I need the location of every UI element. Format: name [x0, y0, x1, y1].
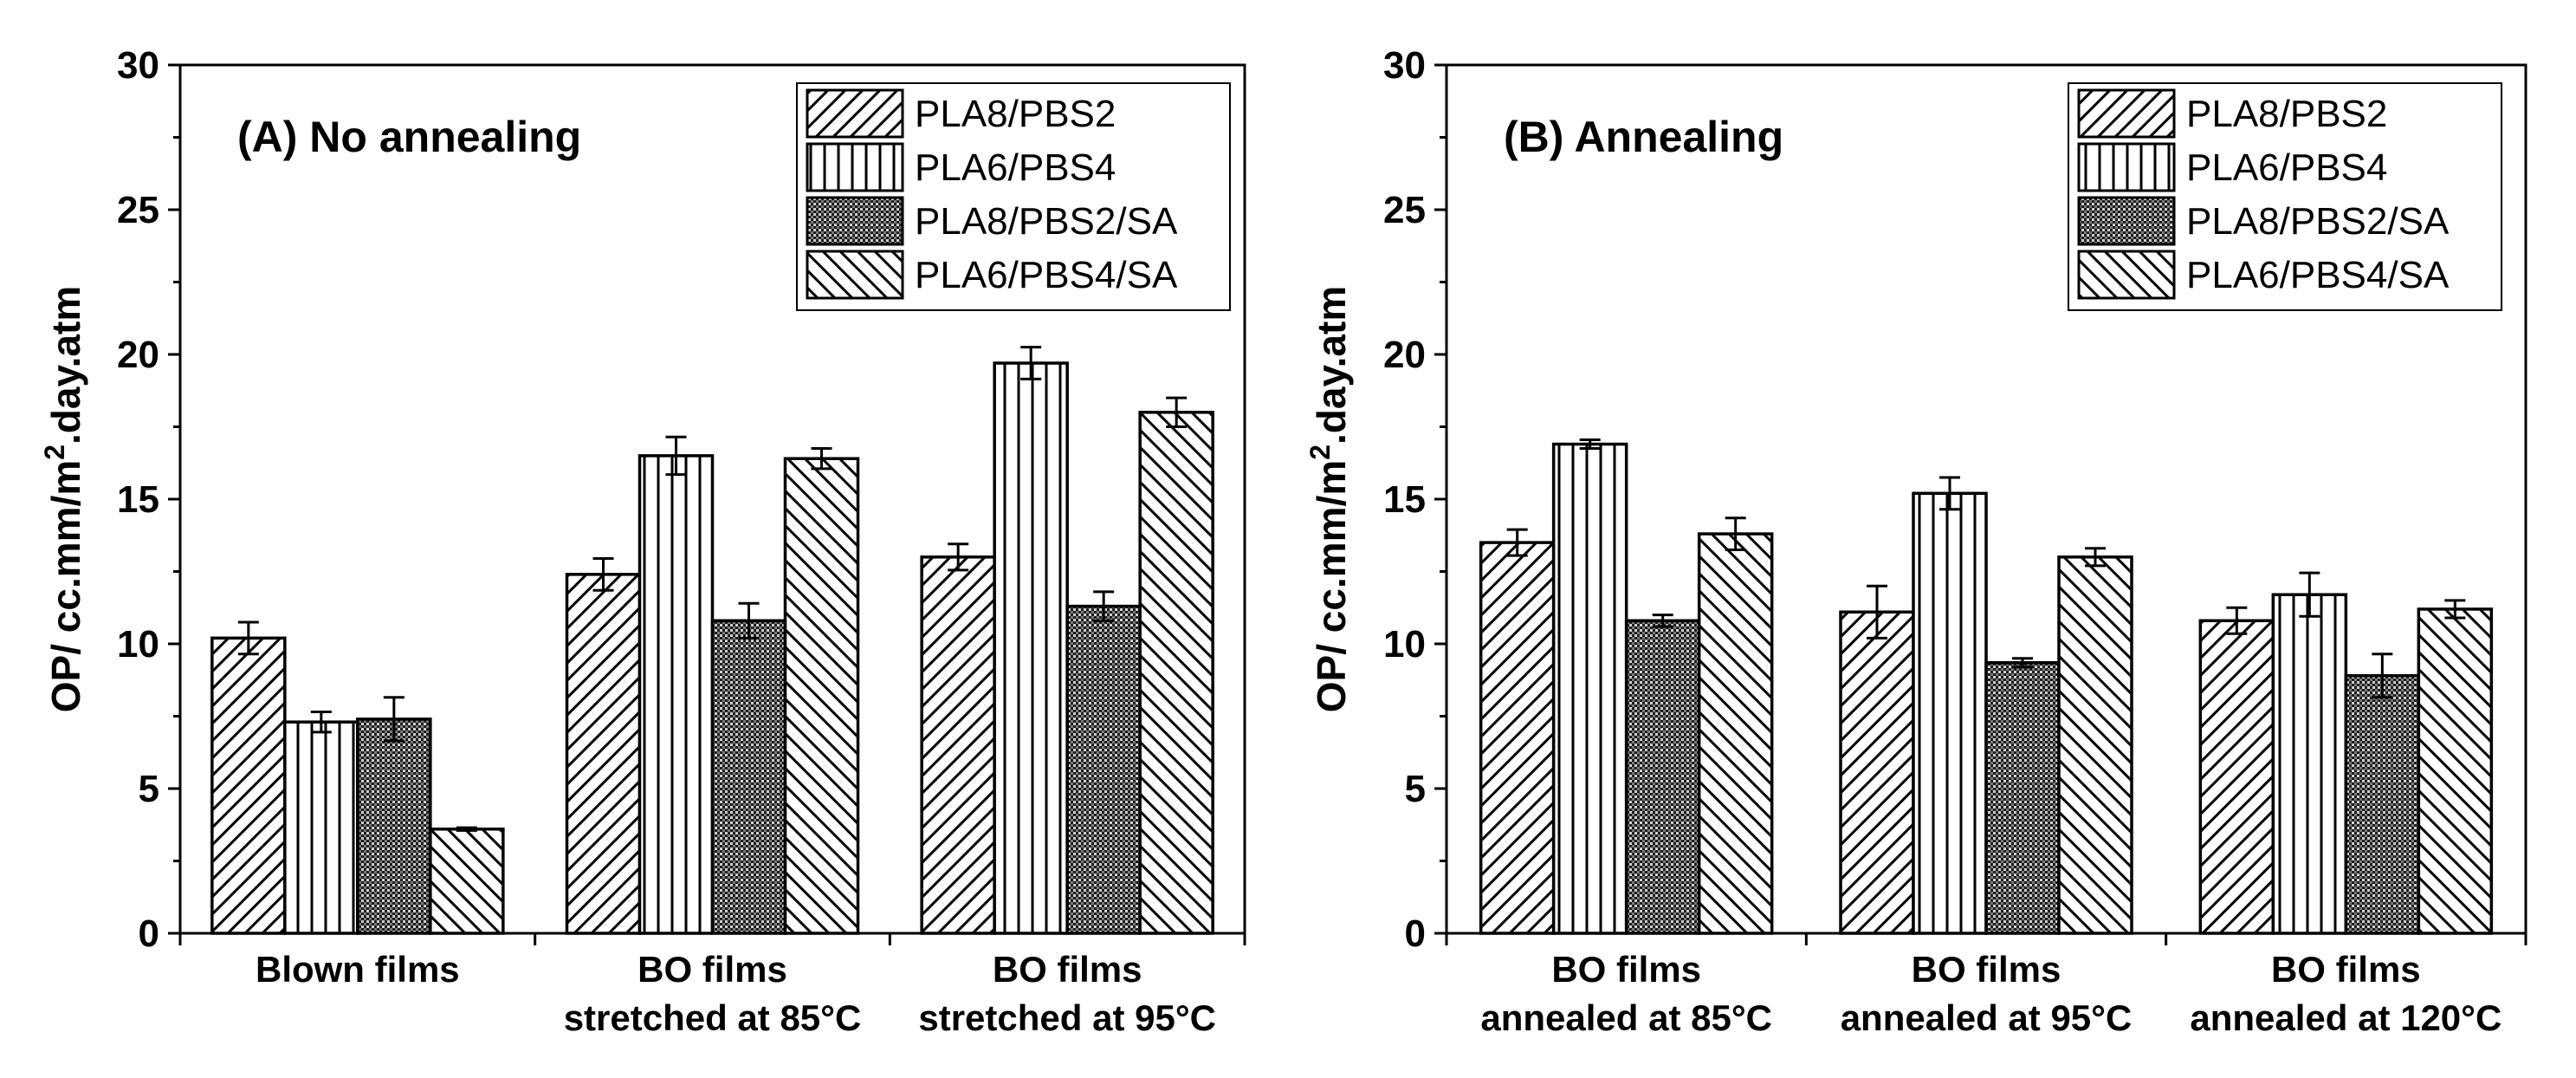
- legend: PLA8/PBS2 PLA6/PBS4 PLA8/PBS2/SA PLA6/PBS4/…: [796, 82, 1231, 311]
- bar-pla6-pbs4-cat1: [638, 454, 715, 935]
- bar-pla6-pbs4-sa-cat2: [2417, 607, 2494, 935]
- error-bar: [1579, 438, 1601, 451]
- legend-swatch: [2077, 88, 2176, 139]
- bar-pla8-pbs2-sa-cat1: [1984, 660, 2061, 935]
- legend-swatch: [806, 142, 904, 192]
- legend: PLA8/PBS2 PLA6/PBS4 PLA8/PBS2/SA PLA6/PBS4/…: [2068, 82, 2502, 311]
- y-tick-label: 0: [139, 912, 159, 955]
- panel-title: (B) Annealing: [1504, 113, 1783, 161]
- legend-label: PLA8/PBS2: [915, 93, 1116, 135]
- panel-b: 0 5 10 15 20 25 30 BO films annealed at 85°C BO f…: [1304, 44, 2527, 1038]
- y-tick-label: 10: [1383, 623, 1426, 666]
- y-tick-label: 25: [117, 189, 159, 231]
- error-bar: [1867, 584, 1887, 640]
- y-tick-label: 25: [1383, 189, 1426, 231]
- error-bar: [383, 696, 405, 743]
- panel-a: 0 5 10 15 20 25 30 Blown films BO films stretched…: [39, 44, 1246, 1038]
- bar-pla8-pbs2-sa-cat1: [710, 619, 787, 935]
- error-bar: [1093, 590, 1115, 622]
- legend-label: PLA8/PBS2: [2186, 93, 2387, 135]
- y-tick-label: 20: [1383, 334, 1426, 376]
- bar-pla8-pbs2-cat0: [1479, 541, 1556, 935]
- y-tick-label: 15: [1383, 478, 1426, 521]
- legend-swatch: [806, 196, 904, 246]
- bar-pla6-pbs4-cat2: [2271, 593, 2348, 935]
- y-tick-label: 20: [117, 334, 159, 376]
- bar-pla8-pbs2-sa-cat0: [356, 718, 432, 935]
- y-tick-label: 30: [117, 44, 159, 87]
- panel-title: (A) No annealing: [237, 113, 581, 161]
- y-tick-label: 10: [117, 623, 159, 666]
- y-tick-label: 15: [117, 478, 159, 521]
- error-bar: [592, 556, 614, 592]
- error-bar: [1020, 346, 1042, 380]
- bar-pla6-pbs4-sa-cat2: [1138, 411, 1214, 935]
- bar-pla8-pbs2-sa-cat2: [2344, 673, 2421, 935]
- legend-label: PLA6/PBS4/SA: [915, 254, 1178, 296]
- error-bar: [310, 710, 332, 734]
- y-tick-label: 5: [139, 768, 159, 810]
- legend-label: PLA8/PBS2/SA: [2186, 200, 2450, 243]
- legend-swatch: [806, 250, 904, 300]
- bar-pla6-pbs4-cat1: [1912, 491, 1988, 935]
- error-bar: [665, 435, 687, 477]
- legend-swatch: [2077, 196, 2176, 246]
- error-bar: [237, 620, 259, 656]
- bar-pla8-pbs2-cat2: [920, 555, 996, 935]
- y-tick-label: 5: [1405, 768, 1426, 810]
- y-axis-label: OP/ cc.mm/m2.day.atm: [39, 286, 88, 712]
- legend-swatch: [2077, 142, 2176, 192]
- bar-pla8-pbs2-sa-cat2: [1065, 604, 1142, 935]
- bar-pla6-pbs4-sa-cat0: [429, 828, 505, 935]
- legend-label: PLA6/PBS4: [2186, 146, 2387, 189]
- error-bar: [2444, 599, 2466, 620]
- bar-pla6-pbs4-cat0: [1551, 442, 1628, 935]
- category-label: BO films annealed at 85°C: [1480, 949, 1772, 1038]
- error-bar: [738, 601, 760, 640]
- bar-pla8-pbs2-sa-cat0: [1624, 619, 1701, 935]
- error-bar: [1939, 476, 1960, 511]
- category-label: Blown films: [256, 949, 460, 990]
- bar-pla8-pbs2-cat1: [1839, 610, 1915, 935]
- bar-pla8-pbs2-cat0: [210, 636, 287, 935]
- error-bar: [1652, 614, 1673, 628]
- bar-pla6-pbs4-sa-cat0: [1697, 532, 1774, 935]
- y-axis-label: OP/ cc.mm/m2.day.atm: [1304, 286, 1354, 712]
- category-label: BO films stretched at 95°C: [918, 949, 1216, 1038]
- y-tick-label: 0: [1405, 912, 1426, 955]
- error-bar: [456, 826, 477, 832]
- error-bar: [2012, 657, 2033, 669]
- bar-pla6-pbs4-sa-cat1: [2057, 555, 2133, 935]
- bar-pla6-pbs4-cat2: [993, 361, 1069, 935]
- category-label: BO films annealed at 120°C: [2190, 949, 2502, 1038]
- category-label: BO films stretched at 85°C: [564, 949, 862, 1038]
- error-bar: [811, 447, 832, 471]
- legend-label: PLA6/PBS4/SA: [2186, 254, 2450, 296]
- bar-pla6-pbs4-cat0: [283, 720, 359, 935]
- bar-pla6-pbs4-sa-cat1: [783, 457, 860, 935]
- error-bar: [1506, 528, 1528, 557]
- error-bar: [2085, 547, 2106, 568]
- error-bar: [2226, 606, 2248, 635]
- error-bar: [948, 542, 969, 572]
- error-bar: [2299, 571, 2320, 618]
- y-tick-label: 30: [1383, 44, 1426, 87]
- legend-swatch: [2077, 250, 2176, 300]
- legend-label: PLA8/PBS2/SA: [915, 200, 1178, 243]
- legend-swatch: [806, 88, 904, 139]
- error-bar: [1166, 396, 1188, 428]
- bar-pla8-pbs2-cat2: [2198, 619, 2275, 935]
- category-label: BO films annealed at 95°C: [1841, 949, 2133, 1038]
- error-bar: [1725, 516, 1746, 551]
- error-bar: [2372, 653, 2393, 699]
- bar-pla8-pbs2-cat1: [565, 573, 642, 935]
- legend-label: PLA6/PBS4: [915, 146, 1116, 189]
